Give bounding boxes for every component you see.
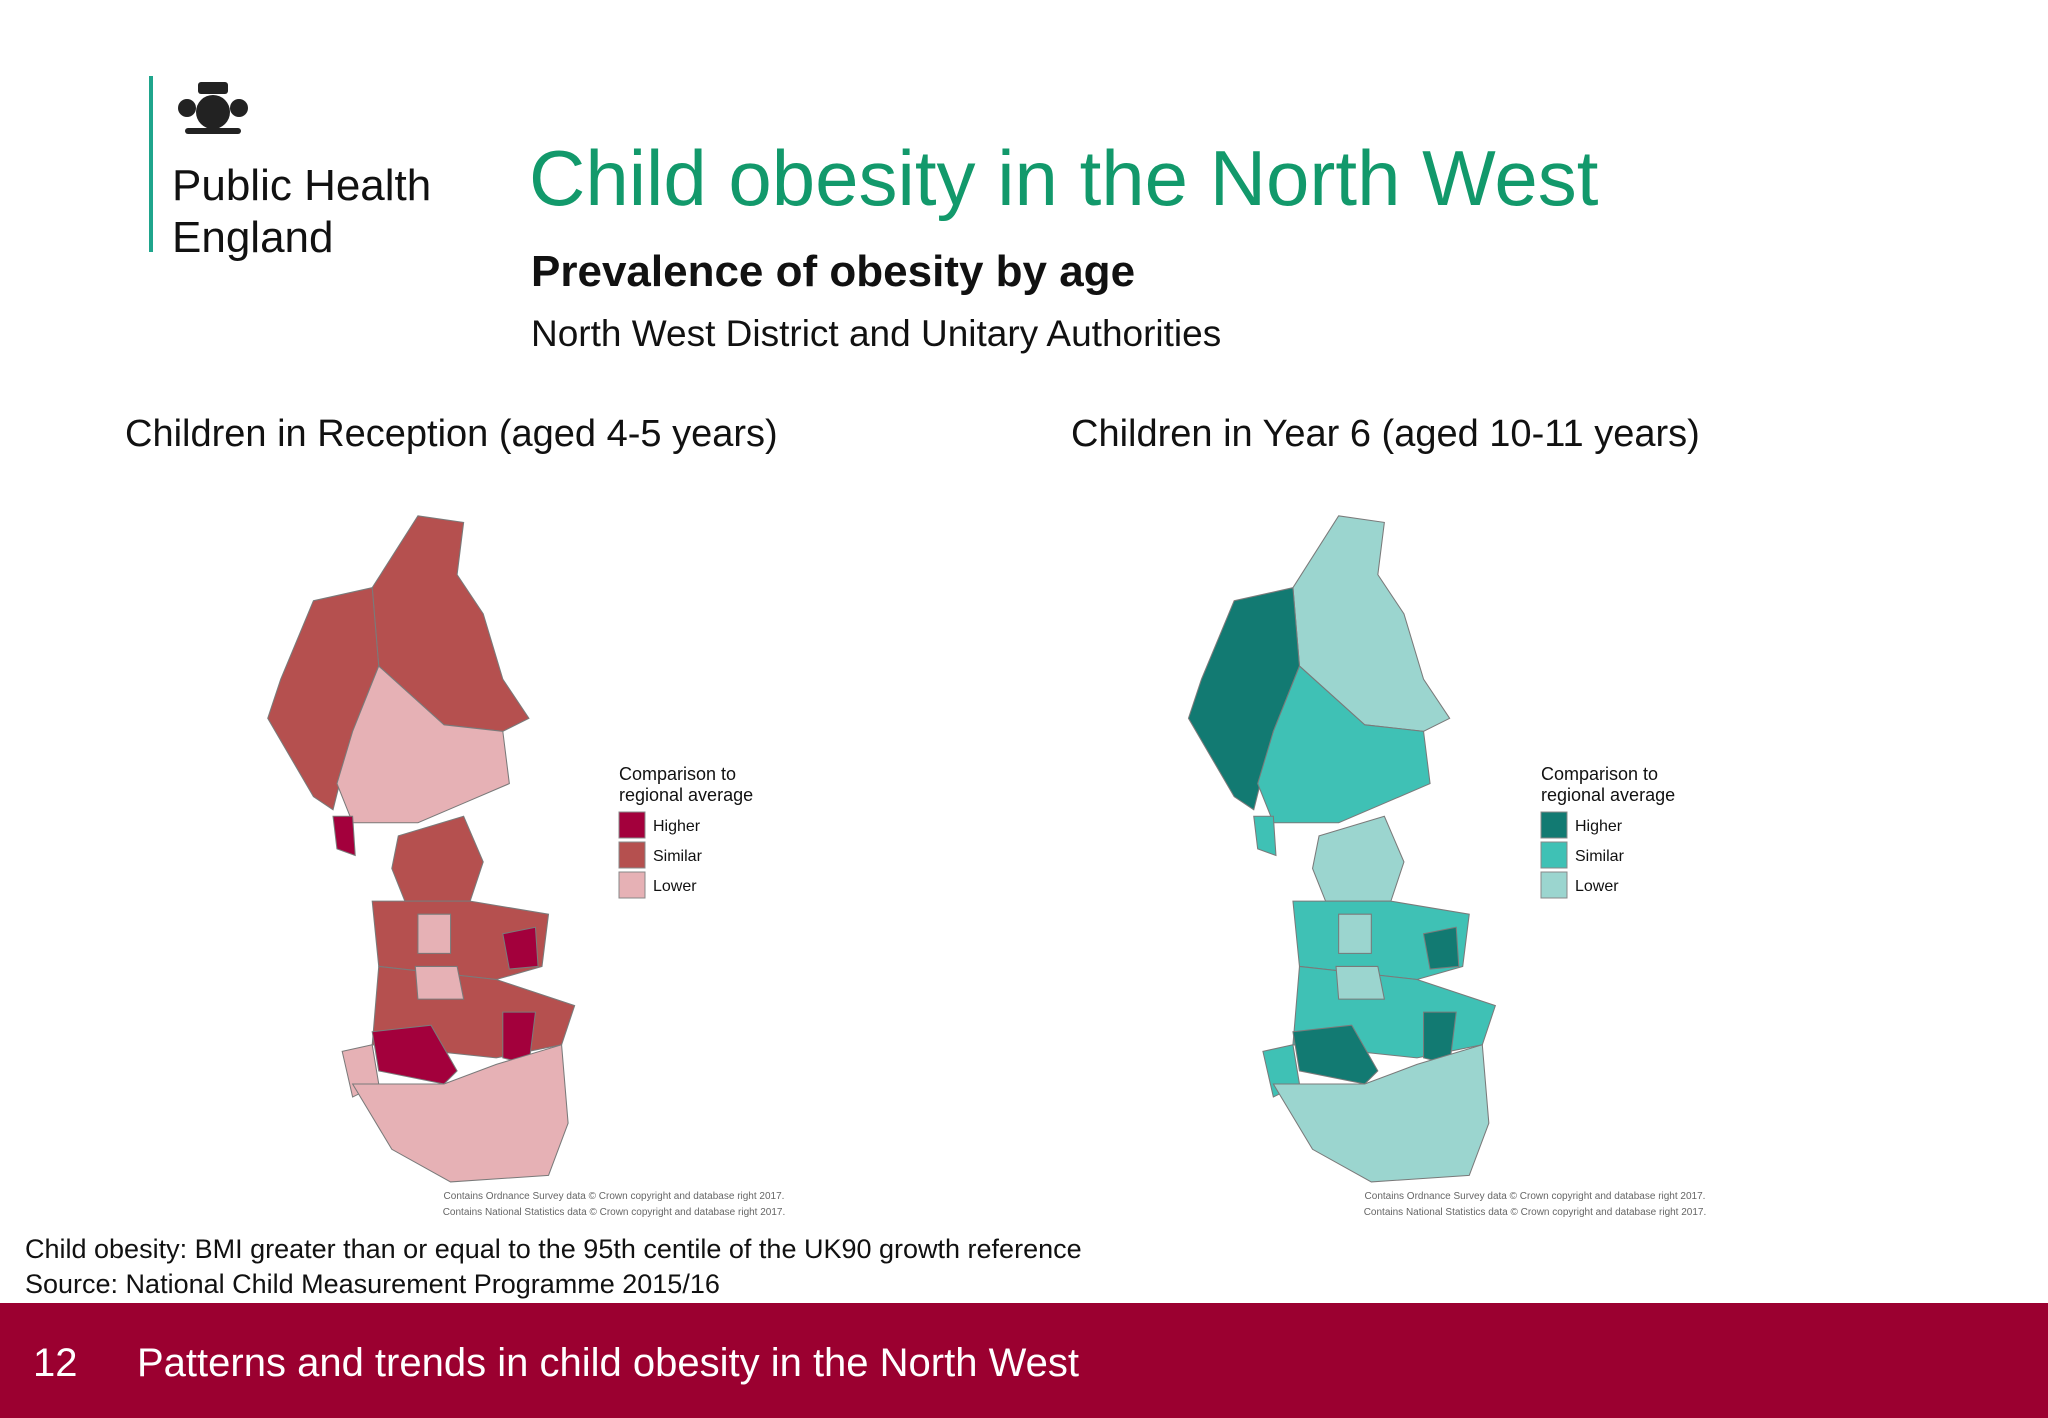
logo-line: Public Health [172,161,431,210]
legend-label: Similar [1575,848,1625,865]
map-region [1292,1024,1379,1085]
description: North West District and Unitary Authorit… [531,313,1221,354]
credit: Contains Ordnance Survey data © Crown co… [1365,1191,1706,1202]
map-region [336,665,510,824]
map-region [351,1044,569,1183]
map-title: Children in Year 6 (aged 10-11 years) [1071,413,1700,455]
choropleth-map [1187,515,1497,1183]
map-region [417,913,452,954]
map-region [371,1024,458,1085]
map-region [332,815,356,857]
legend-swatch [618,871,646,899]
legend-label: Lower [653,878,697,895]
map-region [414,965,465,1000]
credit: Contains Ordnance Survey data © Crown co… [444,1191,785,1202]
map-region [1257,665,1431,824]
legend-swatch [1540,871,1568,899]
choropleth-map [267,515,576,1183]
legend-title: Comparison to [619,764,736,784]
legend-title: Comparison to [1541,764,1658,784]
footer-text: Patterns and trends in child obesity in … [137,1341,1079,1385]
maps [267,515,1497,1183]
map-region [1272,1044,1490,1183]
footer-bar [0,1303,2048,1418]
map-region [502,926,539,970]
map-region [1253,815,1277,857]
legend-title: regional average [619,785,753,805]
legend-label: Similar [653,848,703,865]
credit: Contains National Statistics data © Crow… [443,1207,786,1218]
map-region [1338,913,1372,954]
legend-label: Lower [1575,878,1619,895]
title: Child obesity in the North West [529,134,1599,222]
legend-swatch [618,811,646,839]
legend-label: Higher [1575,818,1623,835]
note: Child obesity: BMI greater than or equal… [25,1234,1082,1264]
page-number: 12 [33,1341,78,1385]
crest [178,82,248,134]
legend-label: Higher [653,818,701,835]
map-title: Children in Reception (aged 4-5 years) [125,413,778,455]
note: Source: National Child Measurement Progr… [25,1269,720,1299]
legend-swatch [1540,811,1568,839]
legend-swatch [618,841,646,869]
credit: Contains National Statistics data © Crow… [1364,1207,1707,1218]
subtitle: Prevalence of obesity by age [531,247,1135,296]
logo-line: England [172,213,333,262]
map-region [1422,926,1460,970]
legend-swatch [1540,841,1568,869]
legend-title: regional average [1541,785,1675,805]
map-region [1335,965,1385,1000]
